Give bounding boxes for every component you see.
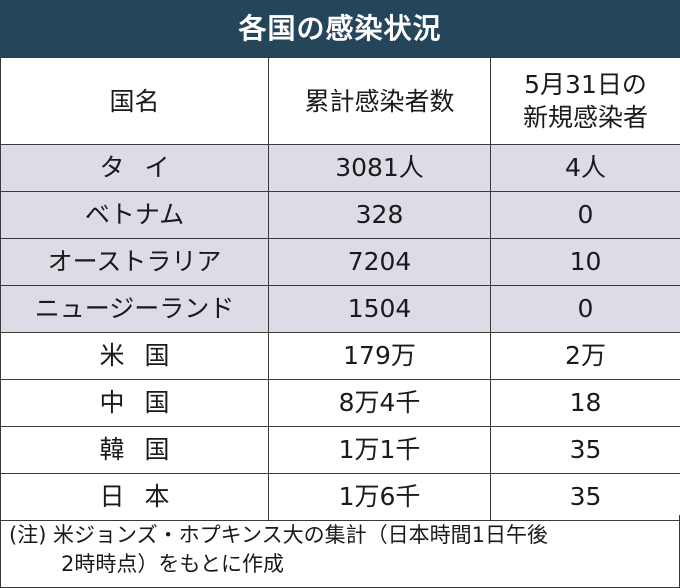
new-cases-cell: 0 bbox=[490, 191, 680, 239]
total-cases-cell: 1万6千 bbox=[268, 473, 491, 521]
footnote: (注) 米ジョンズ・ホプキンス大の集計（日本時間1日午後 2時時点）をもとに作成 bbox=[0, 515, 680, 588]
country-cell: 米国 bbox=[0, 332, 269, 380]
footnote-line-1: (注) 米ジョンズ・ホプキンス大の集計（日本時間1日午後 bbox=[9, 523, 548, 547]
country-cell: ベトナム bbox=[0, 191, 269, 239]
country-cell: オーストラリア bbox=[0, 238, 269, 286]
new-cases-cell: 10 bbox=[490, 238, 680, 286]
new-cases-cell: 18 bbox=[490, 379, 680, 427]
header-country-name: 国名 bbox=[0, 57, 269, 145]
country-cell: 中国 bbox=[0, 379, 269, 427]
infographic-title: 各国の感染状況 bbox=[0, 0, 680, 57]
table-row: 韓国 1万1千 35 bbox=[0, 426, 680, 474]
footnote-line-2: 2時時点）をもとに作成 bbox=[61, 552, 284, 576]
header-new-cases-line2: 新規感染者 bbox=[522, 103, 648, 132]
total-cases-cell: 179万 bbox=[268, 332, 491, 380]
new-cases-cell: 35 bbox=[490, 426, 680, 474]
country-cell: ニュージーランド bbox=[0, 285, 269, 333]
total-cases-cell: 3081人 bbox=[268, 144, 491, 192]
new-cases-cell: 2万 bbox=[490, 332, 680, 380]
header-new-cases: 5月31日の 新規感染者 bbox=[490, 57, 680, 145]
header-total-cases: 累計感染者数 bbox=[268, 57, 491, 145]
total-cases-cell: 7204 bbox=[268, 238, 491, 286]
header-new-cases-line1: 5月31日の bbox=[524, 70, 647, 99]
table-row: ベトナム 328 0 bbox=[0, 191, 680, 239]
new-cases-cell: 35 bbox=[490, 473, 680, 521]
total-cases-cell: 1万1千 bbox=[268, 426, 491, 474]
country-cell: タイ bbox=[0, 144, 269, 192]
table-row: 米国 179万 2万 bbox=[0, 332, 680, 380]
total-cases-cell: 1504 bbox=[268, 285, 491, 333]
table-row: タイ 3081人 4人 bbox=[0, 144, 680, 192]
table-row: オーストラリア 7204 10 bbox=[0, 238, 680, 286]
country-cell: 韓国 bbox=[0, 426, 269, 474]
country-cell: 日本 bbox=[0, 473, 269, 521]
table-body: タイ 3081人 4人 ベトナム 328 0 オーストラリア 7204 10 ニュージーランド 15… bbox=[0, 144, 680, 521]
total-cases-cell: 8万4千 bbox=[268, 379, 491, 427]
new-cases-cell: 4人 bbox=[490, 144, 680, 192]
total-cases-cell: 328 bbox=[268, 191, 491, 239]
new-cases-cell: 0 bbox=[490, 285, 680, 333]
table-row: 日本 1万6千 35 bbox=[0, 473, 680, 521]
table-header-row: 国名 累計感染者数 5月31日の 新規感染者 bbox=[0, 57, 680, 145]
infection-table: 国名 累計感染者数 5月31日の 新規感染者 タイ 3081人 4人 ベトナム 328 0… bbox=[0, 57, 680, 521]
table-row: 中国 8万4千 18 bbox=[0, 379, 680, 427]
table-row: ニュージーランド 1504 0 bbox=[0, 285, 680, 333]
